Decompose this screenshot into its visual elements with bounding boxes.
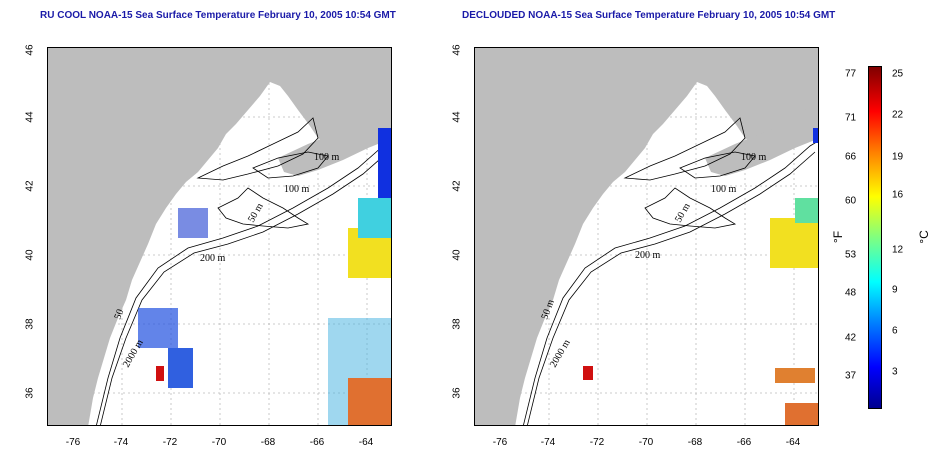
x-tick: -74 xyxy=(113,437,129,448)
x-tick: -70 xyxy=(211,437,227,448)
contour-label: 50 m xyxy=(246,201,266,224)
y-tick: 38 xyxy=(24,318,36,330)
colorbar-c-label: 22 xyxy=(892,109,904,121)
panel-title-right: DECLOUDED NOAA-15 Sea Surface Temperatur… xyxy=(462,10,836,21)
y-tick: 36 xyxy=(24,387,36,399)
bathymetry-contours xyxy=(96,117,391,425)
land-mass xyxy=(475,48,818,425)
contour-label: 100 m xyxy=(711,184,737,195)
colorbar-c-label: 9 xyxy=(892,284,898,296)
y-tick: 46 xyxy=(24,44,36,56)
x-tick: -64 xyxy=(785,437,801,448)
y-tick: 38 xyxy=(451,318,463,330)
y-tick: 42 xyxy=(24,180,36,192)
colorbar-f-label: 53 xyxy=(845,249,857,261)
x-tick: -68 xyxy=(260,437,276,448)
contour-label: 100 m xyxy=(284,184,310,195)
x-tick: -68 xyxy=(687,437,703,448)
contour-label: 100 m xyxy=(741,152,767,163)
x-tick: -64 xyxy=(358,437,374,448)
colorbar-f-label: 37 xyxy=(845,370,857,382)
y-tick: 40 xyxy=(451,249,463,261)
colorbar-f-label: 48 xyxy=(845,287,857,299)
x-tick: -76 xyxy=(65,437,81,448)
fahrenheit-unit-label: °F xyxy=(831,230,845,244)
contour-label: 200 m xyxy=(635,250,661,261)
colorbar-f-label: 71 xyxy=(845,112,857,124)
temperature-colorbar xyxy=(868,66,882,409)
colorbar-c-label: 3 xyxy=(892,366,898,378)
y-tick: 36 xyxy=(451,387,463,399)
x-tick: -74 xyxy=(540,437,556,448)
bathymetry-contours xyxy=(523,117,818,425)
map-left-svg: 100 m 100 m 50 m 200 m 50 2000 m xyxy=(48,48,391,425)
map-right-svg: 100 m 100 m 50 m 200 m 50 m 2000 m xyxy=(475,48,818,425)
land-novascotia xyxy=(705,106,818,176)
colorbar-f-label: 66 xyxy=(845,151,857,163)
y-tick: 42 xyxy=(451,180,463,192)
sst-patches-left xyxy=(138,128,391,425)
x-tick: -72 xyxy=(162,437,178,448)
x-tick: -70 xyxy=(638,437,654,448)
colorbar-c-label: 12 xyxy=(892,244,904,256)
y-tick: 44 xyxy=(24,111,36,123)
y-tick: 46 xyxy=(451,44,463,56)
celsius-unit-label: °C xyxy=(917,230,931,244)
x-tick: -66 xyxy=(309,437,325,448)
contour-label: 50 xyxy=(112,308,126,321)
x-tick: -76 xyxy=(492,437,508,448)
contour-label: 50 m xyxy=(673,201,693,224)
colorbar-f-label: 42 xyxy=(845,332,857,344)
contour-label: 200 m xyxy=(200,253,226,264)
colorbar-c-label: 19 xyxy=(892,151,904,163)
y-tick: 44 xyxy=(451,111,463,123)
map-panel-right: 100 m 100 m 50 m 200 m 50 m 2000 m xyxy=(474,47,819,426)
x-tick: -66 xyxy=(736,437,752,448)
y-tick: 40 xyxy=(24,249,36,261)
colorbar-c-label: 6 xyxy=(892,325,898,337)
colorbar-f-label: 60 xyxy=(845,195,857,207)
land-mass xyxy=(48,48,391,425)
panel-title-left: RU COOL NOAA-15 Sea Surface Temperature … xyxy=(40,10,396,21)
land-novascotia xyxy=(278,106,391,176)
x-tick: -72 xyxy=(589,437,605,448)
colorbar-c-label: 16 xyxy=(892,189,904,201)
map-panel-left: 100 m 100 m 50 m 200 m 50 2000 m xyxy=(47,47,392,426)
colorbar-f-label: 77 xyxy=(845,68,857,80)
contour-label: 100 m xyxy=(314,152,340,163)
colorbar-c-label: 25 xyxy=(892,68,904,80)
sst-patches-right xyxy=(583,128,818,425)
